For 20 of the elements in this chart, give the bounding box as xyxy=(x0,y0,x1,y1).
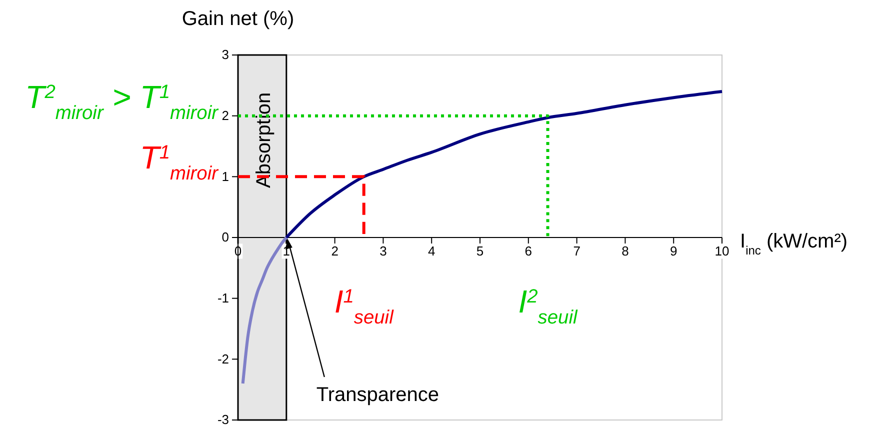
y-tick-label: -2 xyxy=(217,351,229,366)
x-tick-label: 6 xyxy=(524,244,532,259)
annotation: Transparence xyxy=(316,384,440,406)
x-tick-label: 8 xyxy=(622,244,629,259)
x-axis-title: I$_{inc}$ (kW/cm²) xyxy=(740,230,848,258)
y-tick-label: 1 xyxy=(222,168,229,184)
x-tick-label: 7 xyxy=(573,244,580,259)
x-tick-label: 4 xyxy=(428,244,436,259)
x-tick-label: 2 xyxy=(331,244,338,259)
x-tick-label: 3 xyxy=(380,244,387,259)
x-tick-label: 10 xyxy=(714,244,730,259)
band-label: Absorption xyxy=(253,92,276,188)
y-axis-title: Gain net (%) xyxy=(182,8,294,30)
y-tick-label: -3 xyxy=(217,412,229,428)
y-tick-label: -1 xyxy=(217,290,229,306)
x-tick-label: 9 xyxy=(670,244,678,259)
y-tick-label: 0 xyxy=(222,230,229,245)
y-tick-label: 3 xyxy=(222,47,229,62)
y-tick-label: 2 xyxy=(222,108,229,123)
x-tick-label: 5 xyxy=(476,244,484,259)
